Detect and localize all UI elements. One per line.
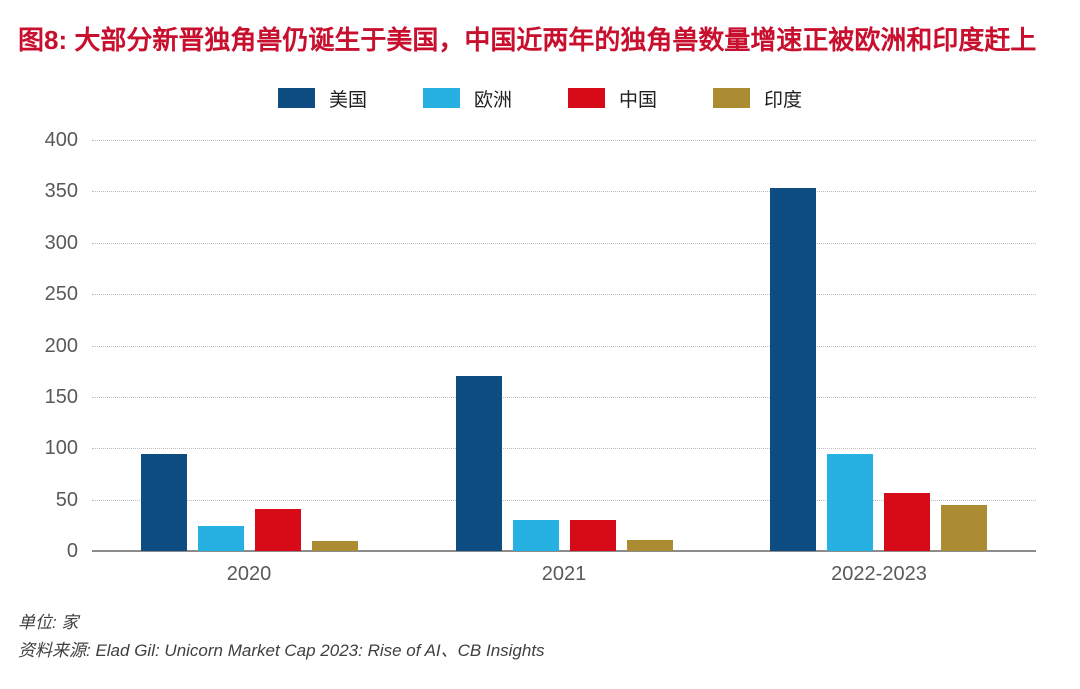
legend-item: 印度 — [713, 85, 802, 112]
legend-swatch — [568, 88, 605, 108]
legend-label: 美国 — [328, 89, 367, 111]
legend-swatch — [422, 88, 460, 108]
legend-item: 中国 — [568, 85, 657, 112]
x-axis-line — [92, 550, 1036, 552]
y-tick-label: 350 — [44, 180, 78, 203]
gridline — [92, 242, 1036, 244]
gridline — [92, 396, 1036, 398]
gridline — [92, 294, 1036, 296]
legend-label: 中国 — [619, 89, 658, 111]
x-tick-label: 2021 — [541, 563, 587, 585]
gridline — [92, 345, 1036, 347]
unit-note: 单位: 家 — [18, 613, 79, 632]
y-tick-label: 200 — [44, 334, 78, 357]
x-tick-label: 2022-2023 — [831, 563, 927, 585]
gridline — [92, 448, 1036, 450]
gridline — [92, 499, 1036, 501]
figure-title: 图8: 大部分新晋独角兽仍诞生于美国，中国近两年的独角兽数量增速正被欧洲和印度赶… — [18, 25, 1037, 55]
y-tick-label: 250 — [44, 283, 78, 306]
legend-item: 欧洲 — [422, 85, 512, 112]
x-tick-label: 2020 — [226, 563, 272, 585]
y-tick-label: 0 — [66, 540, 78, 562]
bar-中国-2021 — [570, 520, 616, 551]
legend-item: 美国 — [277, 85, 367, 112]
bar-中国-2022-2023 — [884, 493, 930, 551]
bar-欧洲-2022-2023 — [827, 454, 873, 551]
legend-label: 印度 — [764, 89, 803, 111]
source-note: 资料来源: Elad Gil: Unicorn Market Cap 2023:… — [18, 641, 545, 660]
bar-印度-2022-2023 — [941, 505, 987, 551]
bar-美国-2020 — [141, 454, 187, 551]
bar-中国-2020 — [255, 509, 301, 551]
bar-印度-2021 — [627, 540, 673, 551]
bar-美国-2021 — [456, 376, 502, 551]
y-tick-label: 50 — [55, 488, 78, 511]
bar-印度-2020 — [312, 541, 358, 551]
y-tick-label: 300 — [44, 231, 78, 254]
bar-美国-2022-2023 — [770, 188, 816, 551]
y-tick-label: 150 — [44, 385, 78, 408]
legend-swatch — [277, 88, 315, 108]
legend: 美国 欧洲 中国 印度 — [0, 85, 1080, 111]
gridline — [92, 191, 1036, 193]
y-tick-label: 100 — [44, 437, 78, 460]
gridline — [92, 140, 1036, 141]
y-tick-label: 400 — [44, 129, 78, 151]
legend-label: 欧洲 — [473, 89, 512, 111]
bar-欧洲-2020 — [198, 526, 244, 551]
bar-欧洲-2021 — [513, 520, 559, 551]
legend-swatch — [713, 88, 751, 108]
